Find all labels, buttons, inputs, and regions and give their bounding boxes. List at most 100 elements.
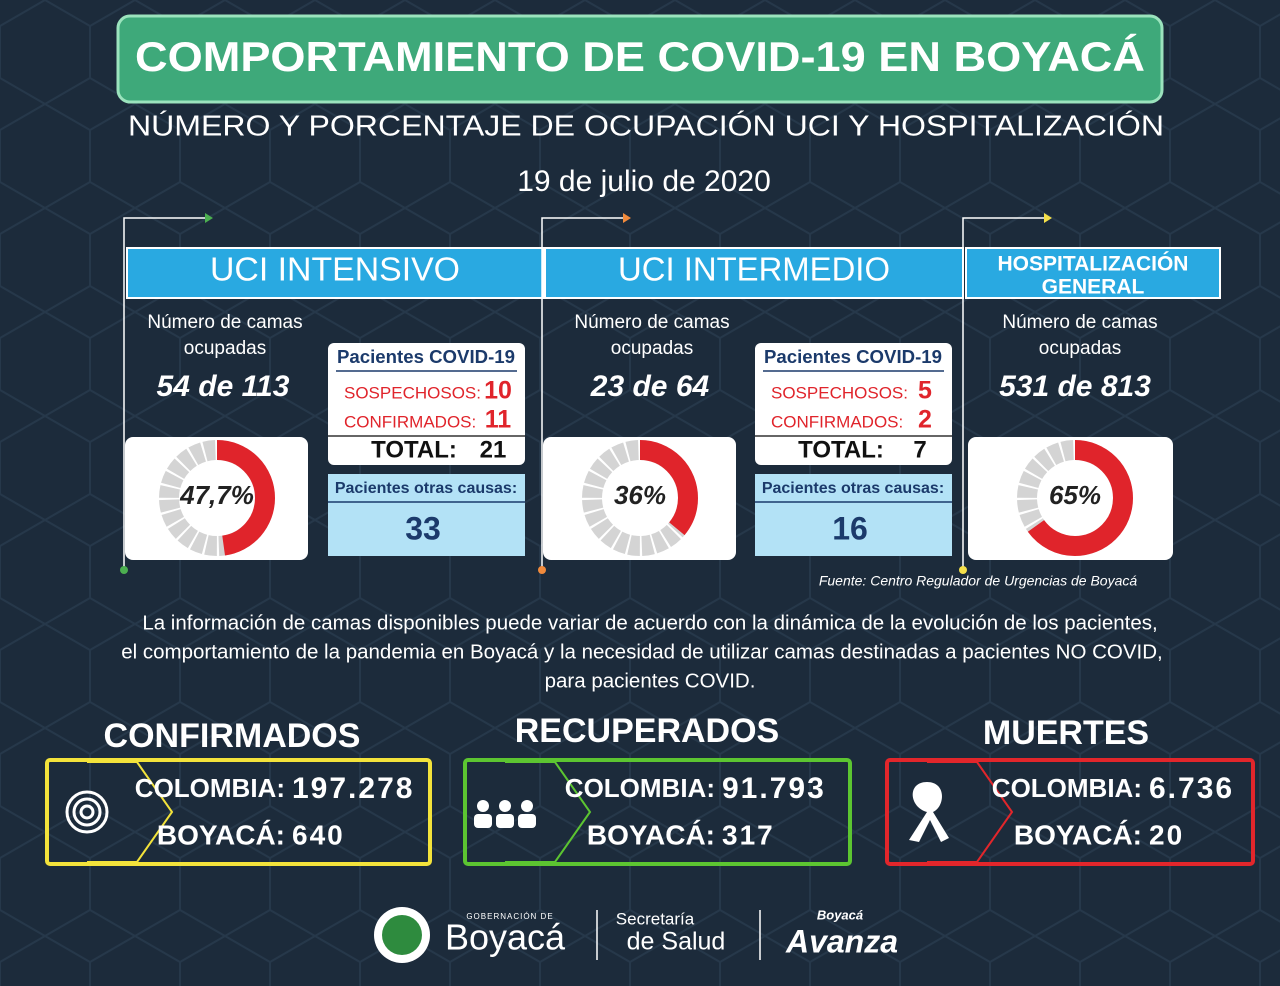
section-header — [965, 247, 1221, 299]
connector — [962, 217, 1046, 570]
other-box — [328, 474, 525, 556]
section-title: UCI INTENSIVO — [210, 251, 460, 288]
icon — [79, 804, 95, 820]
other-value: 33 — [405, 510, 441, 546]
other-box — [755, 474, 952, 556]
date: 19 de julio de 2020 — [517, 165, 771, 198]
note: La información de camas disponibles pued… — [142, 611, 1157, 634]
footer-brand: Avanza — [785, 923, 898, 959]
covid-title: Pacientes COVID-19 — [337, 347, 515, 367]
value: 21 — [480, 436, 507, 463]
row-label: BOYACÁ: — [1014, 819, 1142, 850]
chevron — [87, 761, 174, 863]
footer-small: Boyacá — [817, 907, 863, 922]
arrow — [205, 213, 213, 223]
dot — [959, 566, 967, 574]
donut-label: 65% — [1049, 480, 1101, 510]
total-title: CONFIRMADOS — [104, 717, 361, 755]
section-header — [126, 247, 544, 299]
row-value: 317 — [722, 819, 775, 850]
note: el comportamiento de la pandemia en Boya… — [121, 640, 1163, 663]
row-label: BOYACÁ: — [587, 819, 715, 850]
total-title: MUERTES — [983, 714, 1149, 752]
arrow — [1044, 213, 1052, 223]
connector — [541, 217, 625, 570]
beds: 23 de 64 — [590, 370, 710, 403]
row-label: COLOMBIA: — [565, 773, 715, 803]
donut-arc — [159, 440, 275, 556]
value: 7 — [913, 436, 926, 463]
total-box — [463, 758, 852, 866]
donut-label: 47,7% — [179, 480, 254, 510]
label: CONFIRMADOS: — [344, 412, 476, 431]
total-box — [45, 758, 432, 866]
icon — [474, 814, 492, 828]
other-value: 16 — [832, 510, 868, 546]
icon — [477, 800, 489, 812]
beds: 54 de 113 — [157, 370, 290, 403]
beds-label: Número de camas — [1002, 312, 1157, 333]
value: 11 — [485, 406, 512, 434]
beds-label: ocupadas — [1039, 338, 1121, 359]
value: 5 — [918, 377, 932, 405]
subtitle: NÚMERO Y PORCENTAJE DE OCUPACIÓN UCI Y H… — [128, 110, 1164, 143]
beds-label: ocupadas — [184, 338, 266, 359]
total-box — [885, 758, 1255, 866]
row-value: 640 — [292, 819, 345, 850]
connector — [123, 217, 207, 570]
row-label: COLOMBIA: — [992, 773, 1142, 803]
icon — [518, 814, 536, 828]
row-label: COLOMBIA: — [135, 773, 285, 803]
covid-box — [328, 343, 525, 465]
covid-title: Pacientes COVID-19 — [764, 347, 942, 367]
chevron — [927, 761, 1014, 863]
row-value: 20 — [1149, 819, 1184, 850]
donut-arc — [1017, 440, 1133, 556]
icon — [65, 790, 109, 834]
row-label: BOYACÁ: — [157, 819, 285, 850]
icon — [499, 800, 511, 812]
donut-arc — [582, 440, 698, 556]
source: Fuente: Centro Regulador de Urgencias de… — [819, 573, 1138, 589]
title-banner — [116, 14, 1164, 104]
other-title: Pacientes otras causas: — [762, 480, 944, 497]
chevron — [505, 761, 592, 863]
icon — [909, 782, 949, 842]
row-value: 6.736 — [1149, 772, 1234, 805]
row-value: 197.278 — [292, 772, 414, 805]
footer-small: GOBERNACIÓN DE — [466, 912, 553, 921]
beds-label: Número de camas — [574, 312, 729, 333]
section-title: UCI INTERMEDIO — [618, 251, 890, 288]
label: CONFIRMADOS: — [771, 412, 903, 431]
label: SOSPECHOSOS: — [344, 383, 481, 402]
beds-label: ocupadas — [611, 338, 693, 359]
dot — [538, 566, 546, 574]
icon — [496, 814, 514, 828]
beds: 531 de 813 — [999, 370, 1151, 403]
footer-text: Secretaría — [616, 909, 695, 928]
beds-label: Número de camas — [147, 312, 302, 333]
label: TOTAL: — [798, 436, 884, 463]
section-header — [544, 247, 964, 299]
donut-label: 36% — [614, 480, 666, 510]
label: TOTAL: — [371, 436, 457, 463]
arrow — [623, 213, 631, 223]
value: 10 — [484, 377, 512, 405]
label: SOSPECHOSOS: — [771, 383, 908, 402]
note: para pacientes COVID. — [545, 669, 756, 692]
icon — [72, 797, 102, 827]
covid-box — [755, 343, 952, 465]
total-title: RECUPERADOS — [515, 712, 779, 750]
section-title: GENERAL — [1042, 276, 1145, 299]
footer-gov: Boyacá — [445, 917, 566, 958]
icon — [521, 800, 533, 812]
other-title: Pacientes otras causas: — [335, 480, 517, 497]
row-value: 91.793 — [722, 772, 826, 805]
value: 2 — [918, 406, 932, 434]
dot — [120, 566, 128, 574]
title: COMPORTAMIENTO DE COVID-19 EN BOYACÁ — [135, 33, 1145, 80]
logo — [382, 915, 422, 955]
footer-text: de Salud — [627, 928, 726, 956]
